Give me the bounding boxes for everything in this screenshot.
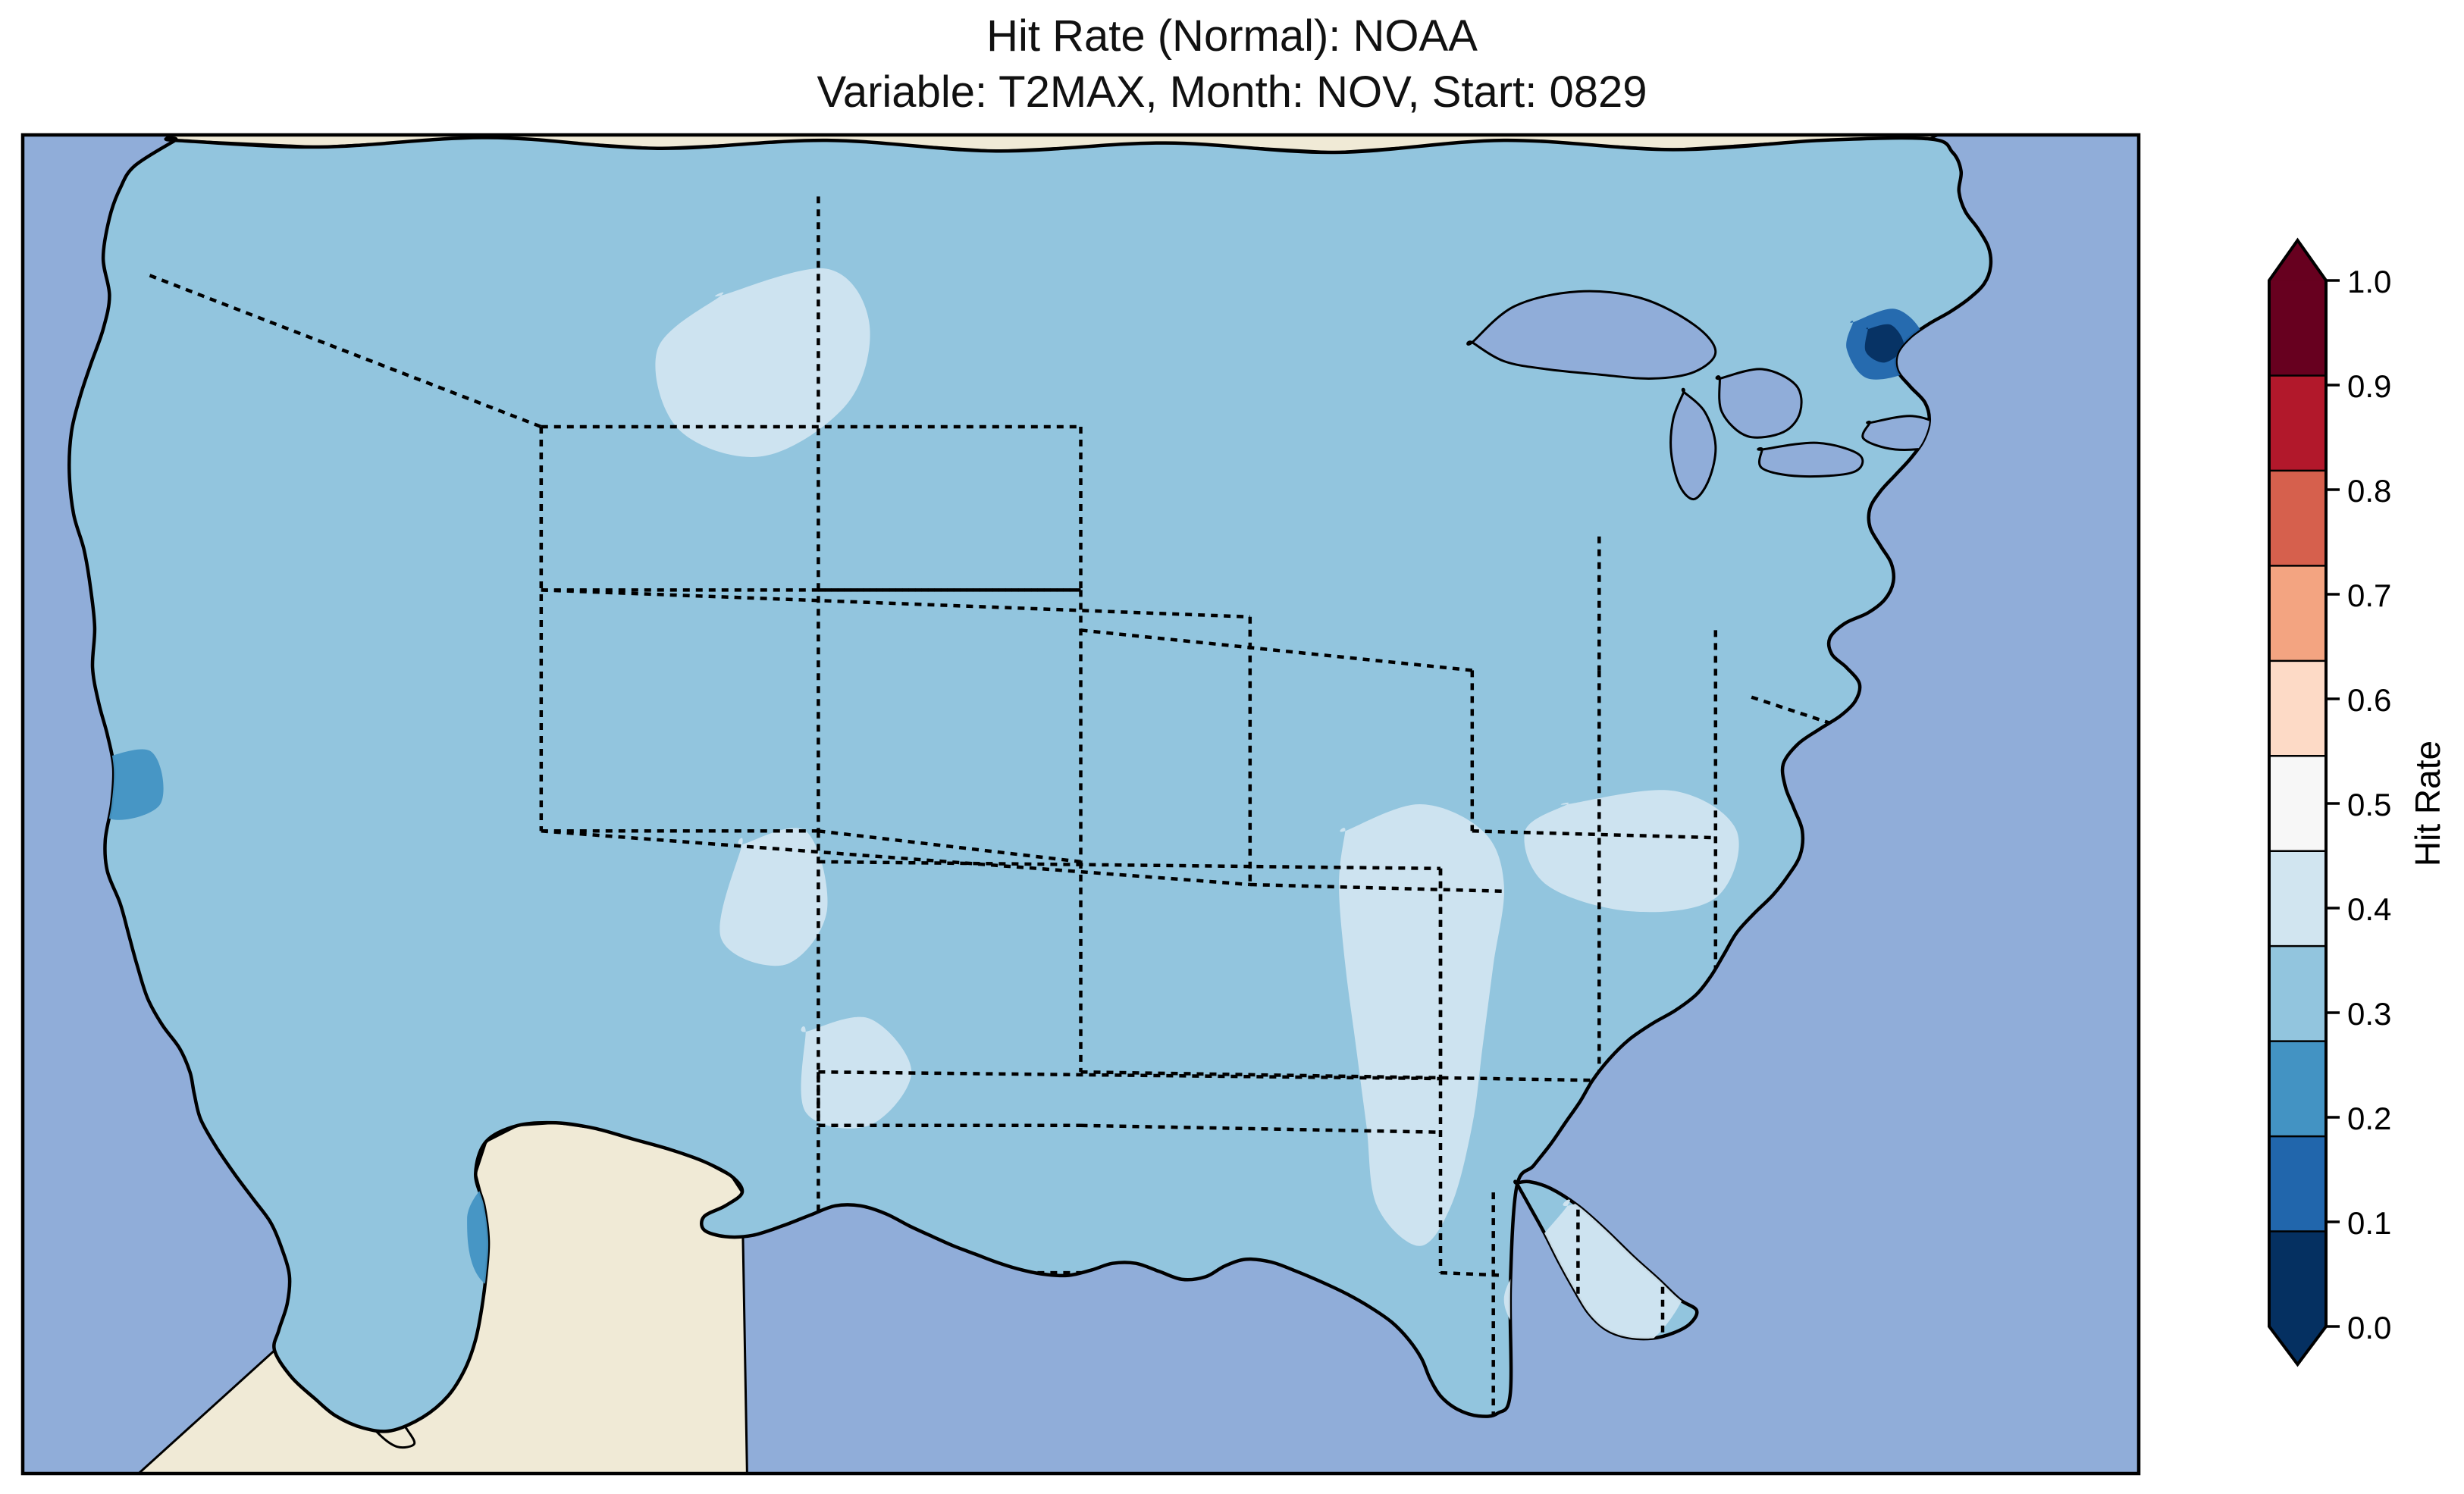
svg-text:0.8: 0.8 — [2347, 473, 2391, 509]
svg-text:0.3: 0.3 — [2347, 996, 2391, 1032]
svg-text:0.5: 0.5 — [2347, 787, 2391, 822]
svg-text:0.2: 0.2 — [2347, 1101, 2391, 1136]
svg-text:0.0: 0.0 — [2347, 1310, 2391, 1345]
svg-text:1.0: 1.0 — [2347, 264, 2391, 299]
svg-text:0.9: 0.9 — [2347, 368, 2391, 404]
svg-text:0.4: 0.4 — [2347, 891, 2391, 927]
svg-text:0.6: 0.6 — [2347, 682, 2391, 718]
svg-text:0.1: 0.1 — [2347, 1205, 2391, 1241]
svg-text:0.7: 0.7 — [2347, 578, 2391, 613]
svg-text:Hit Rate: Hit Rate — [2408, 741, 2447, 866]
